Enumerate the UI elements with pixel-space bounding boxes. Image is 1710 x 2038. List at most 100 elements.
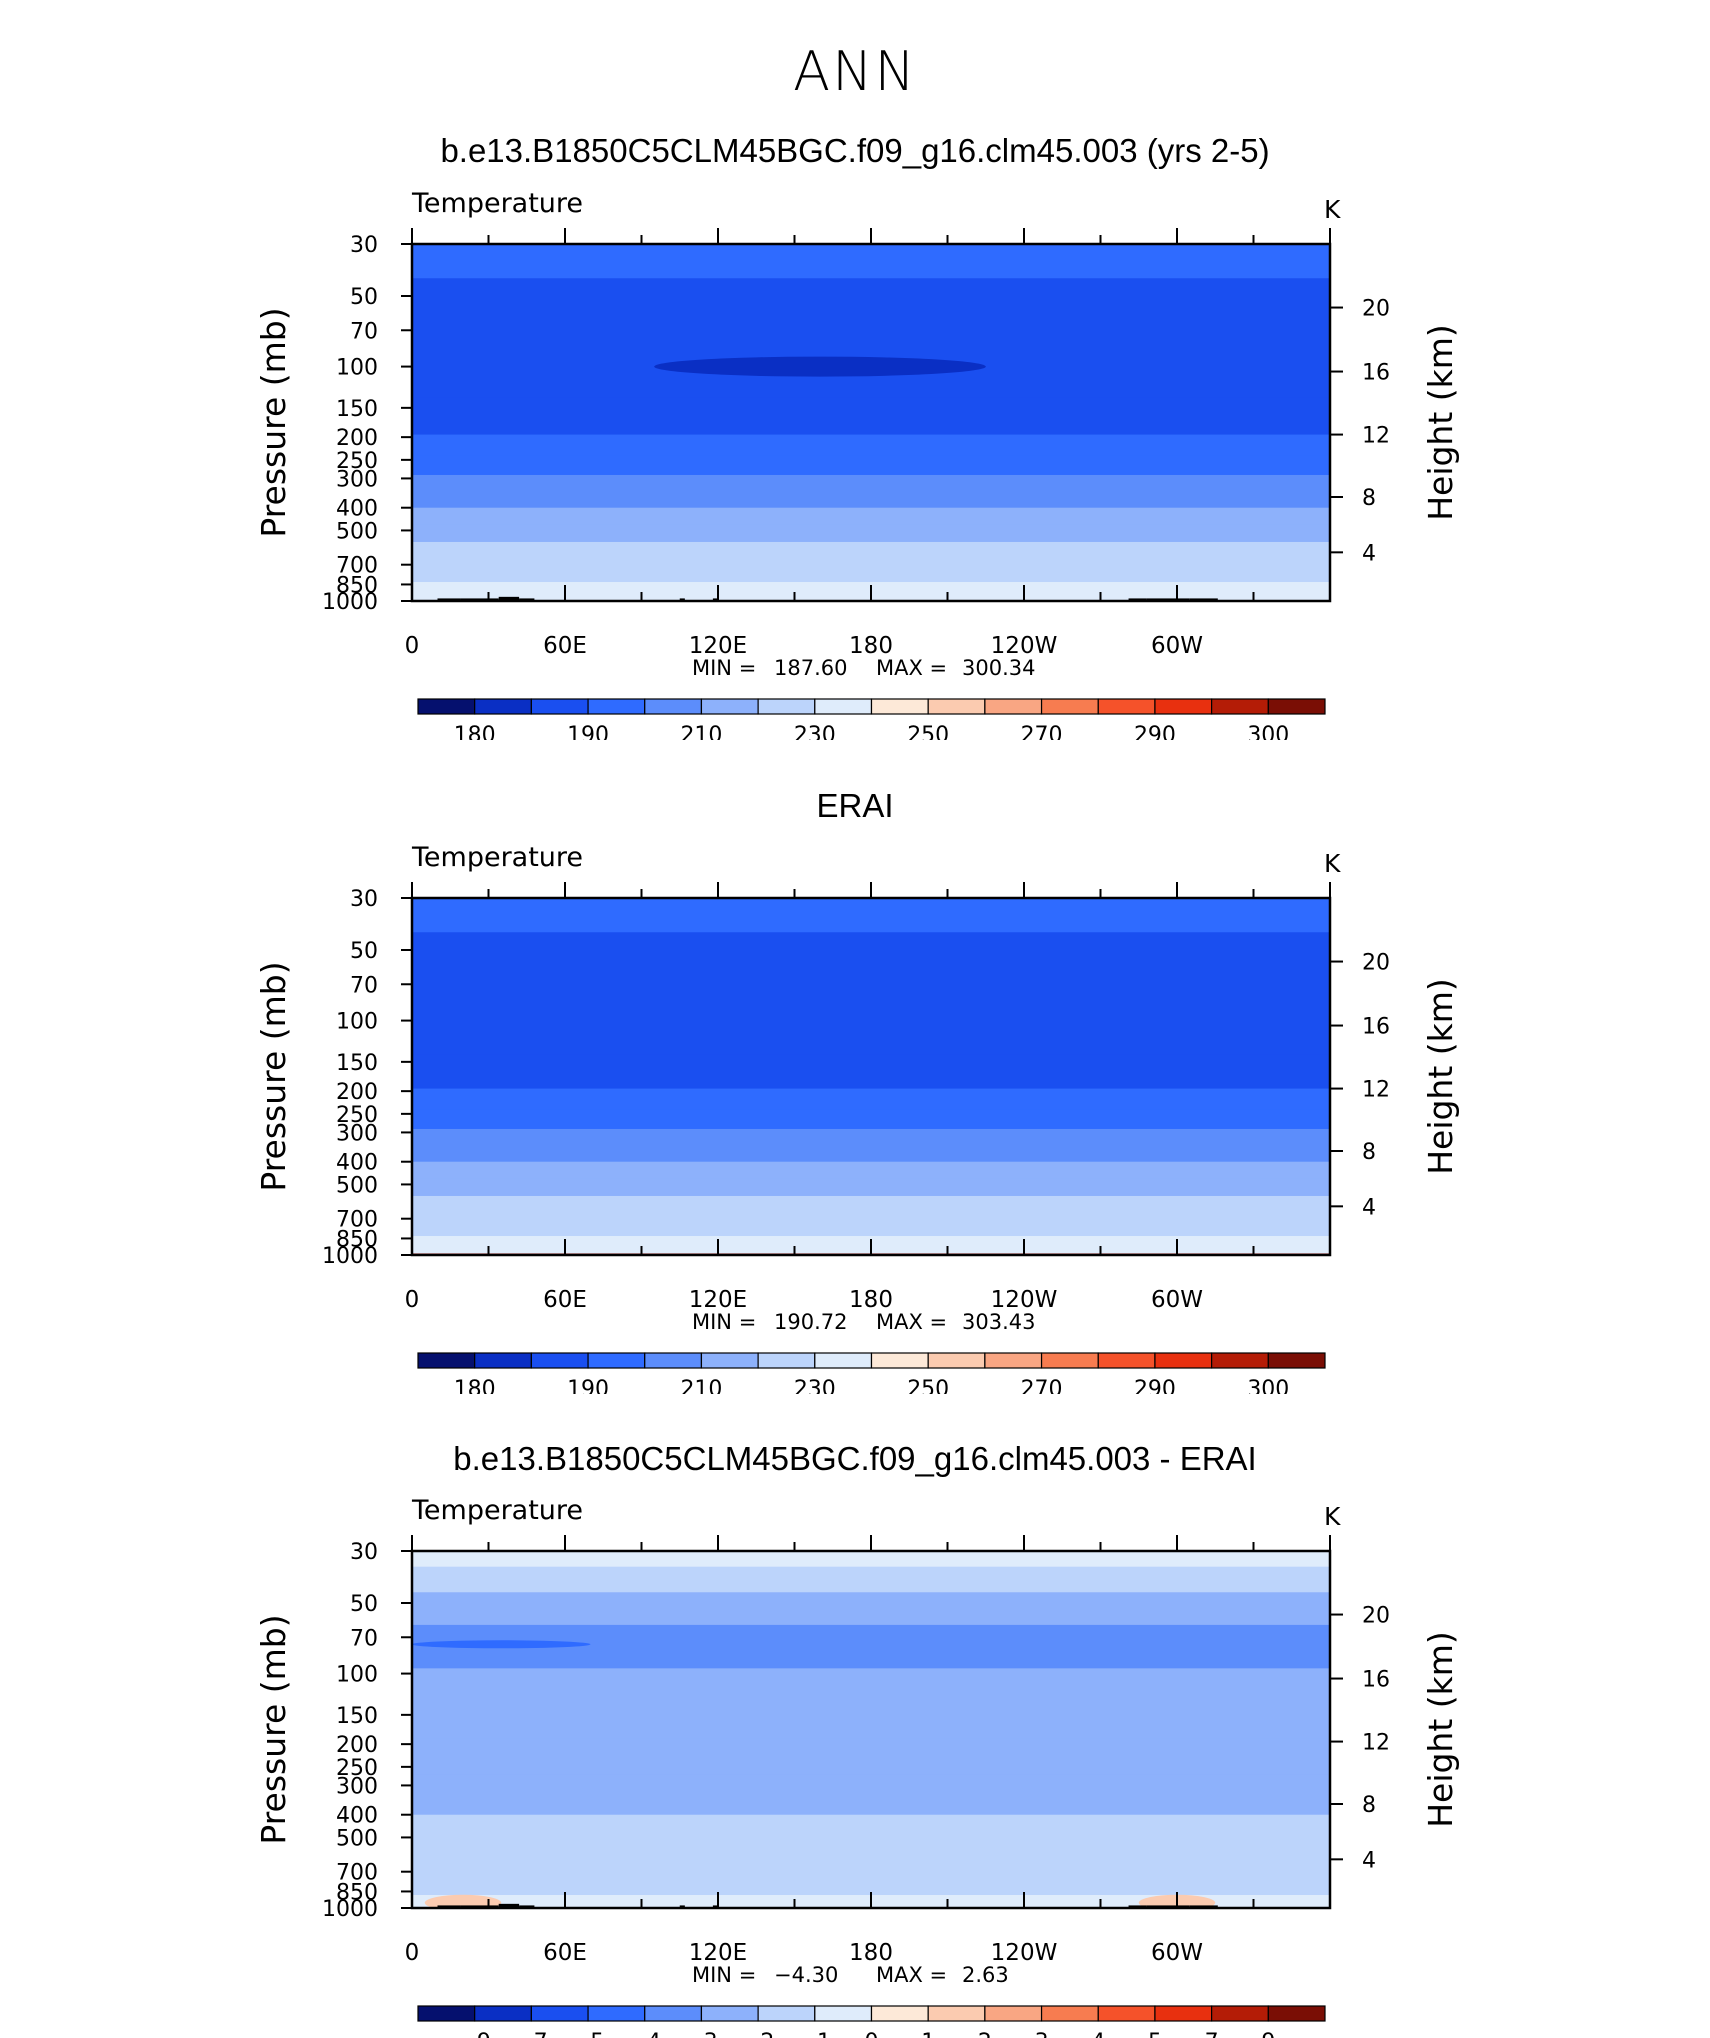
colorbar-swatch: [530, 2005, 589, 2022]
contour-band: [412, 507, 1330, 525]
topography-block: [1146, 1905, 1190, 1908]
colorbar-swatch: [757, 1352, 816, 1369]
units-label: K: [1324, 1502, 1341, 1531]
colorbar-swatch: [474, 1352, 532, 1369]
colorbar-label: 270: [1021, 723, 1063, 740]
contour-band: [412, 1774, 1330, 1816]
x-tick-label: 60W: [1151, 1940, 1203, 1966]
colorbar-swatch: [1040, 2005, 1099, 2022]
y-axis-title: Pressure (mb): [254, 307, 293, 537]
x-tick-label: 120E: [689, 633, 747, 659]
colorbar-swatch: [1211, 698, 1269, 715]
height-tick-label: 16: [1362, 361, 1390, 386]
stat-min-label: MIN =: [692, 656, 756, 680]
contour-band: [412, 1738, 1330, 1776]
colorbar-swatch: [1267, 2005, 1326, 2022]
y-tick-label: 700: [336, 1861, 378, 1886]
colorbar-swatch: [814, 698, 873, 715]
y2-axis-title: Height (km): [1421, 1631, 1460, 1828]
y-tick-label: 50: [350, 1592, 378, 1617]
contour-band: [412, 1161, 1330, 1179]
y-tick-label: 400: [336, 1804, 378, 1829]
x-tick-label: 60W: [1151, 1287, 1203, 1313]
colorbar-label: 210: [680, 723, 722, 740]
colorbar-swatch: [700, 698, 759, 715]
colorbar-swatch: [1154, 2005, 1213, 2022]
height-tick-label: 20: [1362, 297, 1390, 322]
page-title: ANN: [793, 40, 917, 103]
colorbar-swatch: [587, 2005, 646, 2022]
colorbar-swatch: [1097, 698, 1156, 715]
colorbar-label: −7: [515, 2030, 547, 2038]
y-tick-label: 850: [336, 573, 378, 598]
colorbar-swatch: [1211, 1352, 1269, 1369]
topography-block: [1189, 1905, 1218, 1908]
colorbar-label: 230: [794, 723, 836, 740]
colorbar-swatch: [587, 698, 646, 715]
contour-band: [412, 1178, 1330, 1197]
colorbar-label: −4: [629, 2030, 661, 2038]
contour-band: [412, 1195, 1330, 1217]
panel-1-title: b.e13.B1850C5CLM45BGC.f09_g16.clm45.003 …: [440, 132, 1270, 169]
x-tick-label: 60E: [543, 1940, 587, 1966]
height-tick-label: 4: [1362, 541, 1376, 566]
y-tick-label: 150: [336, 1051, 378, 1076]
colorbar-label: 7: [1205, 2030, 1219, 2038]
y-tick-label: 250: [336, 1103, 378, 1128]
y-tick-label: 400: [336, 1151, 378, 1176]
colorbar-swatch: [870, 698, 929, 715]
contour-band: [412, 1566, 1330, 1593]
colorbar-label: 3: [1035, 2030, 1049, 2038]
contour-band: [412, 561, 1330, 583]
panel-3-title: b.e13.B1850C5CLM45BGC.f09_g16.clm45.003 …: [453, 1440, 1257, 1477]
colorbar-swatch: [814, 2005, 873, 2022]
contour-band: [412, 1874, 1330, 1896]
colorbar-swatch: [700, 2005, 759, 2022]
contour-band: [412, 541, 1330, 563]
height-tick-label: 8: [1362, 1140, 1376, 1165]
contour-band: [412, 1109, 1330, 1130]
y-tick-label: 500: [336, 1826, 378, 1851]
y-tick-label: 300: [336, 1774, 378, 1799]
y-tick-label: 100: [336, 1010, 378, 1035]
x-tick-label: 180: [849, 1940, 893, 1966]
height-tick-label: 16: [1362, 1015, 1390, 1040]
units-label: K: [1324, 849, 1341, 878]
y-tick-label: 700: [336, 1208, 378, 1233]
colorbar-label: 250: [907, 1377, 949, 1394]
y-tick-label: 70: [350, 319, 378, 344]
x-tick-label: 120E: [689, 1940, 747, 1966]
contour-band: [412, 434, 1330, 457]
stat-min-label: MIN =: [692, 1310, 756, 1334]
y-tick-label: 100: [336, 356, 378, 381]
y-tick-label: 700: [336, 554, 378, 579]
panel-1-chart: 0 60E 120E 180 120W 60W3050701001502002503004…: [254, 188, 1460, 740]
colorbar-label: −3: [685, 2030, 717, 2038]
y-tick-label: 500: [336, 519, 378, 544]
colorbar-label: 300: [1247, 723, 1289, 740]
y-tick-label: 50: [350, 939, 378, 964]
contour-band: [412, 1088, 1330, 1111]
stat-max-label: MAX =: [876, 656, 947, 680]
y-axis-title: Pressure (mb): [254, 1614, 293, 1844]
colorbar-swatch: [814, 1352, 873, 1369]
colorbar-swatch: [530, 698, 589, 715]
x-tick-label: 180: [849, 633, 893, 659]
colorbar-label: 5: [1148, 2030, 1162, 2038]
colorbar-swatch: [644, 2005, 703, 2022]
topography-block: [519, 1905, 535, 1908]
contour-band: [412, 1668, 1330, 1740]
colorbar-swatch: [474, 2005, 532, 2022]
colorbar-label: 2: [978, 2030, 992, 2038]
contour-band: [412, 1592, 1330, 1626]
topography-block: [1128, 1905, 1147, 1908]
contour-band: [412, 1814, 1330, 1876]
contour-band: [412, 474, 1330, 492]
height-tick-label: 20: [1362, 1604, 1390, 1629]
y2-axis-title: Height (km): [1421, 324, 1460, 521]
colorbar-swatch: [1154, 1352, 1213, 1369]
y-tick-label: 200: [336, 426, 378, 451]
topography-block: [437, 1905, 461, 1908]
stat-max-value: 300.34: [962, 656, 1035, 680]
colorbar-label: 190: [567, 723, 609, 740]
